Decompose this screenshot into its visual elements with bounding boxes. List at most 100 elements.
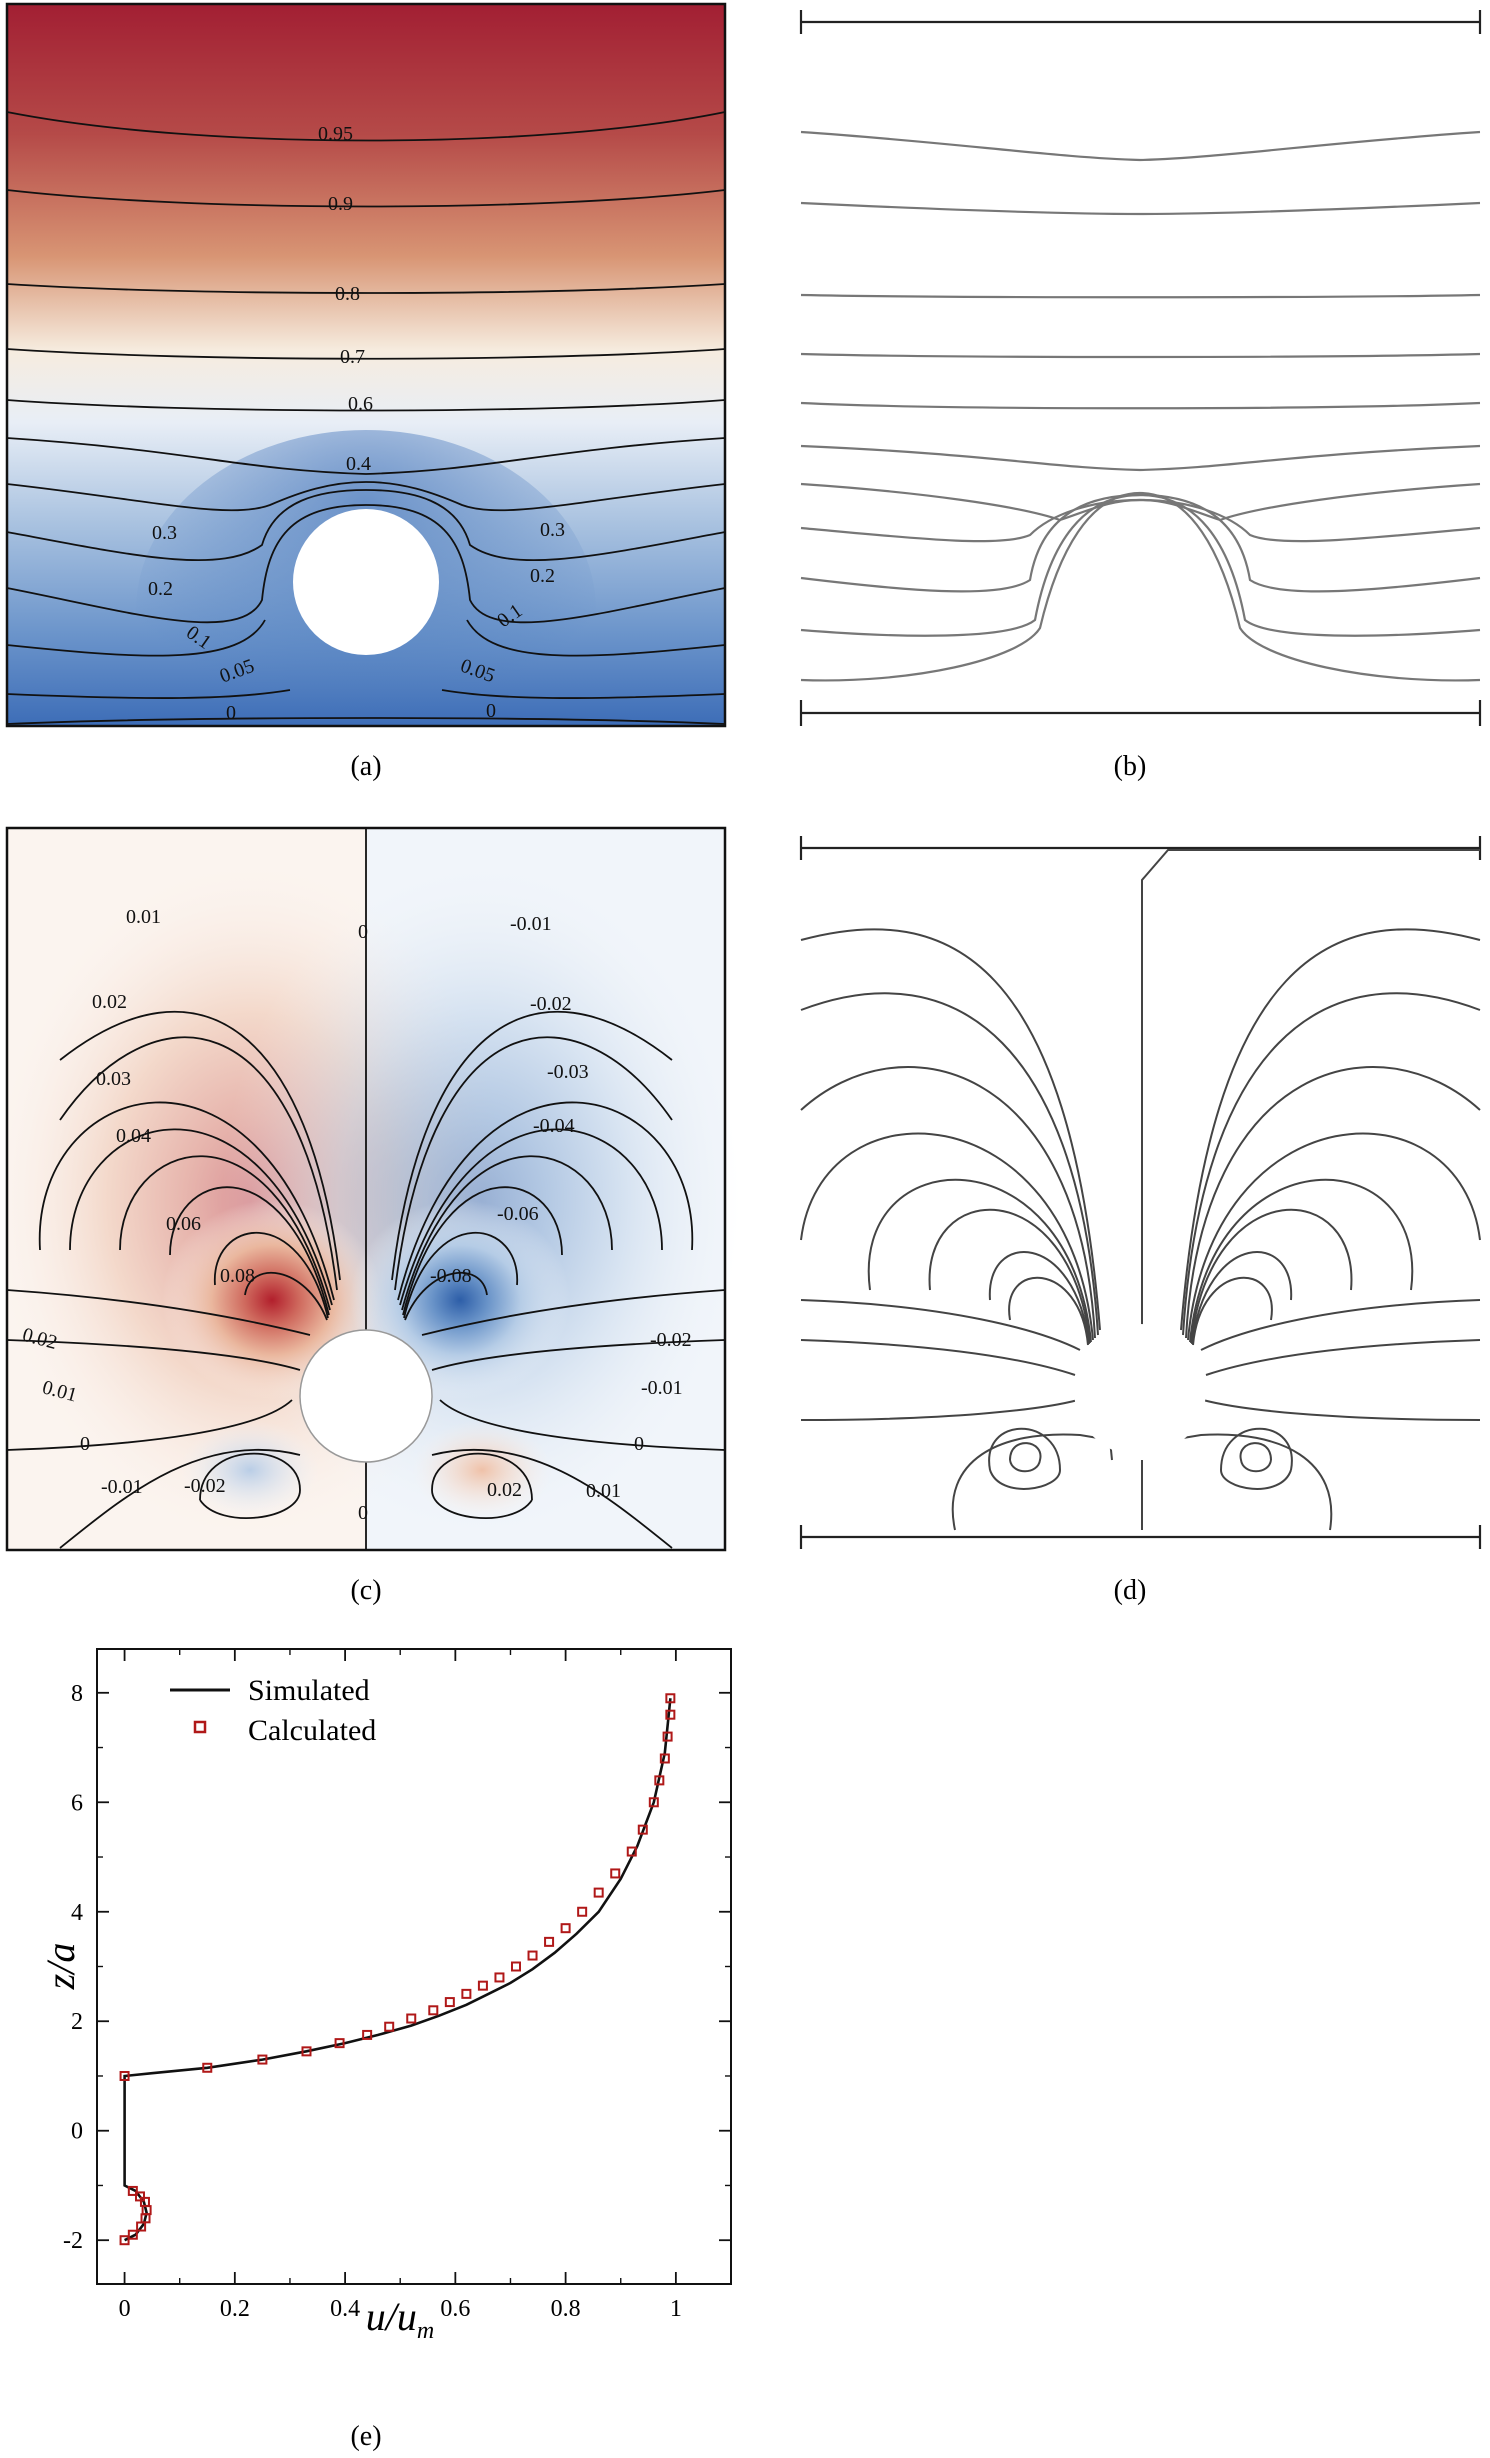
chart-e-plot-frame: [96, 1648, 732, 2285]
series-calculated-point: [494, 1972, 505, 1983]
panel-c-cylinder: [299, 1329, 433, 1463]
svg-text:0.2: 0.2: [530, 565, 555, 587]
panel-d: (d): [799, 836, 1482, 1606]
series-calculated-point: [665, 1693, 676, 1704]
chart-e-xlabel: u/um: [366, 2294, 434, 2344]
svg-text:0: 0: [226, 702, 236, 724]
x-tick-label: 0.2: [220, 2296, 250, 2322]
chart-e-legend: Simulated Calculated: [170, 1674, 376, 1747]
series-calculated-point: [544, 1936, 555, 1947]
y-tick-label: 2: [71, 2009, 83, 2035]
series-calculated-point: [662, 1731, 673, 1742]
svg-text:0.08: 0.08: [220, 1265, 255, 1287]
svg-text:0.02: 0.02: [487, 1479, 522, 1501]
svg-text:0.3: 0.3: [152, 522, 177, 544]
svg-text:-0.06: -0.06: [497, 1203, 539, 1225]
series-calculated-point: [477, 1980, 488, 1991]
series-calculated-point: [637, 1824, 648, 1835]
y-tick-label: 0: [71, 2119, 83, 2145]
y-tick-label: 8: [71, 1681, 83, 1707]
panel-c-label: (c): [350, 1575, 381, 1606]
svg-text:0.01: 0.01: [586, 1480, 621, 1502]
series-calculated-point: [257, 2054, 268, 2065]
svg-text:0: 0: [486, 700, 496, 722]
series-calculated-point: [560, 1923, 571, 1934]
chart-e-ylabel: z/a: [38, 1943, 83, 1991]
y-tick-label: -2: [63, 2228, 83, 2254]
series-calculated-point: [577, 1906, 588, 1917]
svg-text:0.04: 0.04: [116, 1125, 151, 1147]
svg-text:0.95: 0.95: [318, 123, 353, 145]
svg-text:0.8: 0.8: [335, 283, 360, 305]
panel-b-scale-bars: [799, 10, 1482, 726]
svg-text:0: 0: [358, 921, 368, 943]
chart-e-ticks: [97, 1649, 731, 2284]
svg-text:0: 0: [358, 1502, 368, 1524]
svg-text:0.02: 0.02: [92, 991, 127, 1013]
series-calculated-point: [461, 1988, 472, 1999]
svg-text:0: 0: [634, 1433, 644, 1455]
series-calculated-point: [510, 1961, 521, 1972]
svg-text:-0.01: -0.01: [101, 1476, 143, 1498]
panel-a-label: (a): [350, 751, 381, 782]
svg-text:-0.02: -0.02: [530, 993, 572, 1015]
svg-text:0.4: 0.4: [346, 453, 371, 475]
svg-text:-0.02: -0.02: [184, 1475, 226, 1497]
series-calculated-point: [610, 1868, 621, 1879]
x-tick-label: 0: [119, 2296, 131, 2322]
x-tick-label: 0.6: [440, 2296, 470, 2322]
panel-a-contours: [6, 111, 726, 725]
svg-text:-0.04: -0.04: [533, 1115, 575, 1137]
series-calculated-point: [444, 1997, 455, 2008]
series-calculated-point: [593, 1887, 604, 1898]
series-calculated-point: [527, 1950, 538, 1961]
series-calculated-point: [626, 1846, 637, 1857]
series-calculated-point: [665, 1709, 676, 1720]
x-tick-label: 1: [670, 2296, 682, 2322]
svg-text:0: 0: [80, 1433, 90, 1455]
x-tick-label: 0.4: [330, 2296, 360, 2322]
panel-a: 0.95 0.9 0.8 0.7 0.6 0.4 0.3 0.3 0.2 0.2…: [5, 2, 727, 790]
series-simulated-line: [123, 1698, 672, 2242]
series-calculated-point: [127, 2229, 138, 2240]
series-calculated-point: [406, 2013, 417, 2024]
series-calculated-point: [659, 1753, 670, 1764]
legend-simulated-label: Simulated: [248, 1674, 370, 1707]
panel-c-frame: [5, 826, 727, 1552]
series-calculated-point: [119, 2235, 130, 2246]
svg-text:0.06: 0.06: [166, 1213, 201, 1235]
panel-d-contours: [800, 849, 1481, 1531]
panel-b: (b): [799, 10, 1482, 782]
svg-text:-0.03: -0.03: [547, 1061, 589, 1083]
svg-text:-0.01: -0.01: [641, 1377, 683, 1399]
svg-text:-0.02: -0.02: [650, 1329, 692, 1351]
panel-a-cylinder: [293, 509, 439, 655]
series-calculated-point: [127, 2185, 138, 2196]
panel-d-scale-bars: [799, 836, 1482, 1549]
series-calculated-point: [648, 1797, 659, 1808]
series-calculated-point: [384, 2021, 395, 2032]
svg-text:-0.01: -0.01: [510, 913, 552, 935]
legend-calculated-label: Calculated: [248, 1714, 376, 1747]
svg-text:0.7: 0.7: [340, 346, 365, 368]
chart-e-tick-labels: 0 0.2 0.4 0.6 0.8 1 -2 0 2 4 6 8: [63, 1681, 682, 2322]
svg-text:0.3: 0.3: [540, 519, 565, 541]
chart-e-series: [119, 1693, 676, 2246]
series-calculated-point: [119, 2070, 130, 2081]
x-tick-label: 0.8: [551, 2296, 581, 2322]
panel-e-label: (e): [350, 2421, 381, 2452]
series-calculated-point: [301, 2046, 312, 2057]
svg-text:-0.08: -0.08: [430, 1265, 472, 1287]
legend-calculated-swatch: [193, 1720, 207, 1734]
svg-text:0.03: 0.03: [96, 1068, 131, 1090]
panel-d-label: (d): [1114, 1575, 1147, 1606]
panel-e-chart: 0 0.2 0.4 0.6 0.8 1 -2 0 2 4 6 8 Simulated Calculat…: [38, 1648, 732, 2452]
series-calculated-point: [428, 2005, 439, 2016]
series-calculated-point: [654, 1775, 665, 1786]
panel-b-contours: [800, 130, 1481, 682]
y-tick-label: 6: [71, 1790, 83, 1816]
svg-text:0.2: 0.2: [148, 578, 173, 600]
panel-b-label: (b): [1114, 751, 1147, 782]
svg-text:0.01: 0.01: [126, 906, 161, 928]
